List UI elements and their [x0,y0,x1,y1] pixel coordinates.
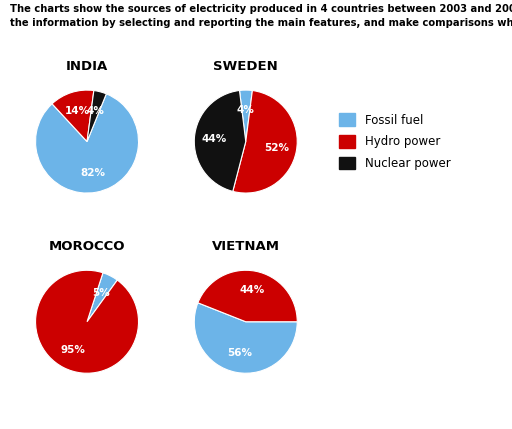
Wedge shape [35,94,139,193]
Text: 4%: 4% [237,105,255,115]
Text: 14%: 14% [65,106,90,116]
Title: INDIA: INDIA [66,60,108,73]
Legend: Fossil fuel, Hydro power, Nuclear power: Fossil fuel, Hydro power, Nuclear power [339,113,451,170]
Wedge shape [87,273,117,322]
Text: The charts show the sources of electricity produced in 4 countries between 2003 : The charts show the sources of electrici… [10,4,512,28]
Wedge shape [194,91,246,191]
Text: 56%: 56% [227,348,252,358]
Wedge shape [35,270,139,373]
Title: SWEDEN: SWEDEN [214,60,278,73]
Text: 4%: 4% [86,106,104,116]
Title: MOROCCO: MOROCCO [49,241,125,254]
Text: 5%: 5% [93,288,111,298]
Title: VIETNAM: VIETNAM [212,241,280,254]
Text: 52%: 52% [265,143,290,153]
Wedge shape [198,270,297,322]
Wedge shape [87,91,106,142]
Text: 82%: 82% [80,168,105,178]
Wedge shape [52,90,94,142]
Wedge shape [194,303,297,373]
Text: 95%: 95% [60,345,85,355]
Text: 44%: 44% [239,285,264,296]
Text: 44%: 44% [201,134,226,145]
Wedge shape [240,90,252,142]
Wedge shape [233,91,297,193]
